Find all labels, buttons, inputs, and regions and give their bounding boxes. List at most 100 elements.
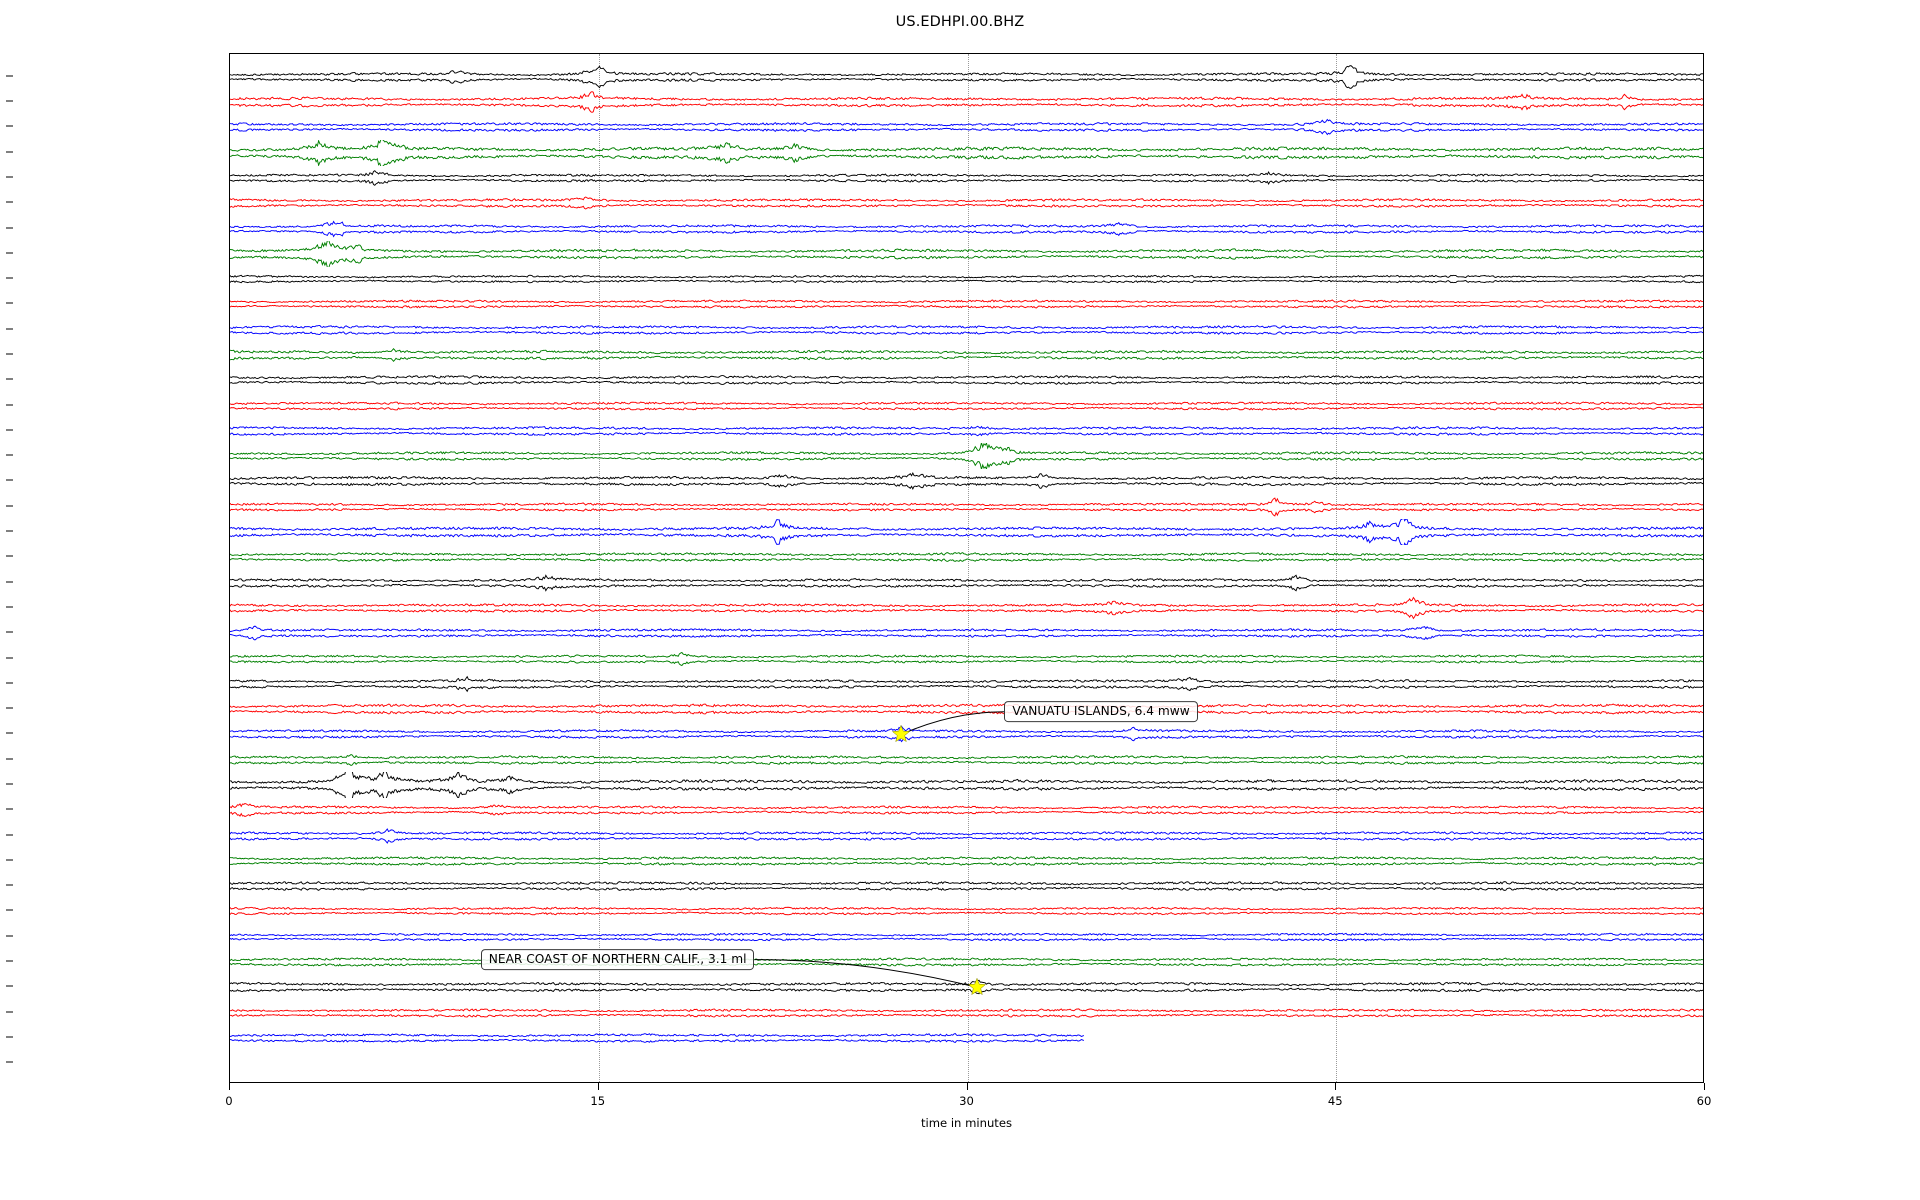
y-axis-tick-mark [6, 378, 13, 380]
seismic-trace-row [230, 114, 1703, 140]
y-axis-tick-mark [6, 100, 13, 102]
y-axis-tick-mark [6, 606, 13, 608]
seismic-trace-row [230, 393, 1703, 419]
y-axis-tick-mark [6, 834, 13, 836]
seismic-trace-row [230, 317, 1703, 343]
y-axis-tick-mark [6, 1061, 13, 1063]
seismic-trace-row [230, 418, 1703, 444]
y-axis-tick-mark [6, 707, 13, 709]
y-axis-tick-mark [6, 859, 13, 861]
y-axis-tick-mark [6, 328, 13, 330]
y-axis-tick-mark [6, 581, 13, 583]
x-axis-tick-label: 0 [225, 1094, 233, 1108]
y-axis-tick-mark [6, 302, 13, 304]
y-axis-tick-mark [6, 758, 13, 760]
y-axis-tick-mark [6, 479, 13, 481]
y-axis-tick-mark [6, 935, 13, 937]
y-axis-tick-mark [6, 505, 13, 507]
x-axis-tick-mark [229, 1083, 230, 1090]
seismic-trace-row [230, 266, 1703, 292]
y-axis-tick-mark [6, 227, 13, 229]
seismic-trace-row [230, 646, 1703, 672]
seismic-trace-row [230, 342, 1703, 368]
y-axis-tick-mark [6, 732, 13, 734]
y-axis-tick-mark [6, 960, 13, 962]
gridline-15min [598, 54, 600, 1082]
seismic-trace-row [230, 544, 1703, 570]
seismic-trace-row [230, 823, 1703, 849]
y-axis-tick-mark [6, 1036, 13, 1038]
y-axis-tick-mark [6, 909, 13, 911]
y-axis-tick-mark [6, 454, 13, 456]
x-axis-tick-mark [1704, 1083, 1705, 1090]
y-axis-tick-mark [6, 277, 13, 279]
page-title: US.EDHPI.00.BHZ [895, 14, 1025, 30]
y-axis-tick-mark [6, 530, 13, 532]
seismic-trace-row [230, 974, 1703, 1000]
y-axis-tick-mark [6, 125, 13, 127]
seismic-trace-row [230, 443, 1703, 469]
y-axis-tick-mark [6, 682, 13, 684]
y-axis-tick-mark [6, 75, 13, 77]
seismic-trace-row [230, 190, 1703, 216]
seismic-trace-row [230, 1050, 1703, 1076]
x-axis-tick-layer: 0 15 30 45 60 [225, 1083, 1711, 1123]
x-axis-tick-mark [597, 1083, 599, 1090]
event-annotation-label[interactable]: VANUATU ISLANDS, 6.4 mww [1004, 700, 1198, 723]
y-axis-tick-mark [6, 404, 13, 406]
seismic-trace-row [230, 898, 1703, 924]
seismic-trace-row [230, 848, 1703, 874]
seismic-trace-row [230, 747, 1703, 773]
seismic-trace-row [230, 570, 1703, 596]
y-axis-tick-mark [6, 884, 13, 886]
seismic-trace-row [230, 519, 1703, 545]
seismic-trace-row [230, 291, 1703, 317]
seismic-trace-row [230, 873, 1703, 899]
y-axis-tick-mark [6, 555, 13, 557]
seismic-trace-row [230, 367, 1703, 393]
y-axis-tick-mark [6, 783, 13, 785]
y-axis-tick-mark [6, 201, 13, 203]
y-axis-tick-mark [6, 985, 13, 987]
y-axis-tick-mark [6, 808, 13, 810]
y-axis-tick-mark [6, 429, 13, 431]
x-axis-tick-mark [1335, 1083, 1337, 1090]
x-axis-title: time in minutes [920, 1116, 1013, 1130]
seismic-trace-row [230, 797, 1703, 823]
seismic-trace-row [230, 165, 1703, 191]
seismic-trace-row [230, 671, 1703, 697]
x-axis-tick-label: 15 [590, 1094, 606, 1108]
seismic-trace-row [230, 64, 1703, 90]
plot-area: VANUATU ISLANDS, 6.4 mww NEAR COAST OF NO… [229, 53, 1704, 1083]
y-axis-tick-mark [6, 176, 13, 178]
event-star-marker[interactable] [891, 725, 911, 744]
y-axis-tick-mark [6, 657, 13, 659]
seismic-trace-row [230, 620, 1703, 646]
y-axis-tick-layer: 00:00:0001:00:0002:00:0003:00:0004:00:00… [0, 53, 229, 1083]
x-axis-tick-mark [966, 1083, 968, 1090]
seismic-trace-row [230, 241, 1703, 267]
x-axis-tick-label: 60 [1696, 1094, 1712, 1108]
seismic-trace-row [230, 140, 1703, 166]
seismic-trace-row [230, 772, 1703, 798]
y-axis-tick-mark [6, 631, 13, 633]
seismic-trace-row [230, 468, 1703, 494]
seismic-trace-row [230, 216, 1703, 242]
event-annotation-label[interactable]: NEAR COAST OF NORTHERN CALIF., 3.1 ml [480, 948, 755, 971]
seismic-trace-row [230, 595, 1703, 621]
gridline-30min [967, 54, 969, 1082]
seismic-trace-row [230, 89, 1703, 115]
seismic-trace-row [230, 924, 1703, 950]
seismic-trace-row [230, 494, 1703, 520]
x-axis-tick-label: 30 [959, 1094, 974, 1108]
seismic-trace-row [230, 696, 1703, 722]
seismic-trace-row [230, 721, 1703, 747]
event-star-marker[interactable] [968, 977, 987, 997]
seismic-trace-row [230, 949, 1703, 975]
y-axis-tick-mark [6, 252, 13, 254]
y-axis-tick-mark [6, 1011, 13, 1013]
gridline-45min [1336, 54, 1338, 1082]
seismic-trace-row [230, 1025, 1703, 1051]
seismic-trace-row [230, 1000, 1703, 1026]
